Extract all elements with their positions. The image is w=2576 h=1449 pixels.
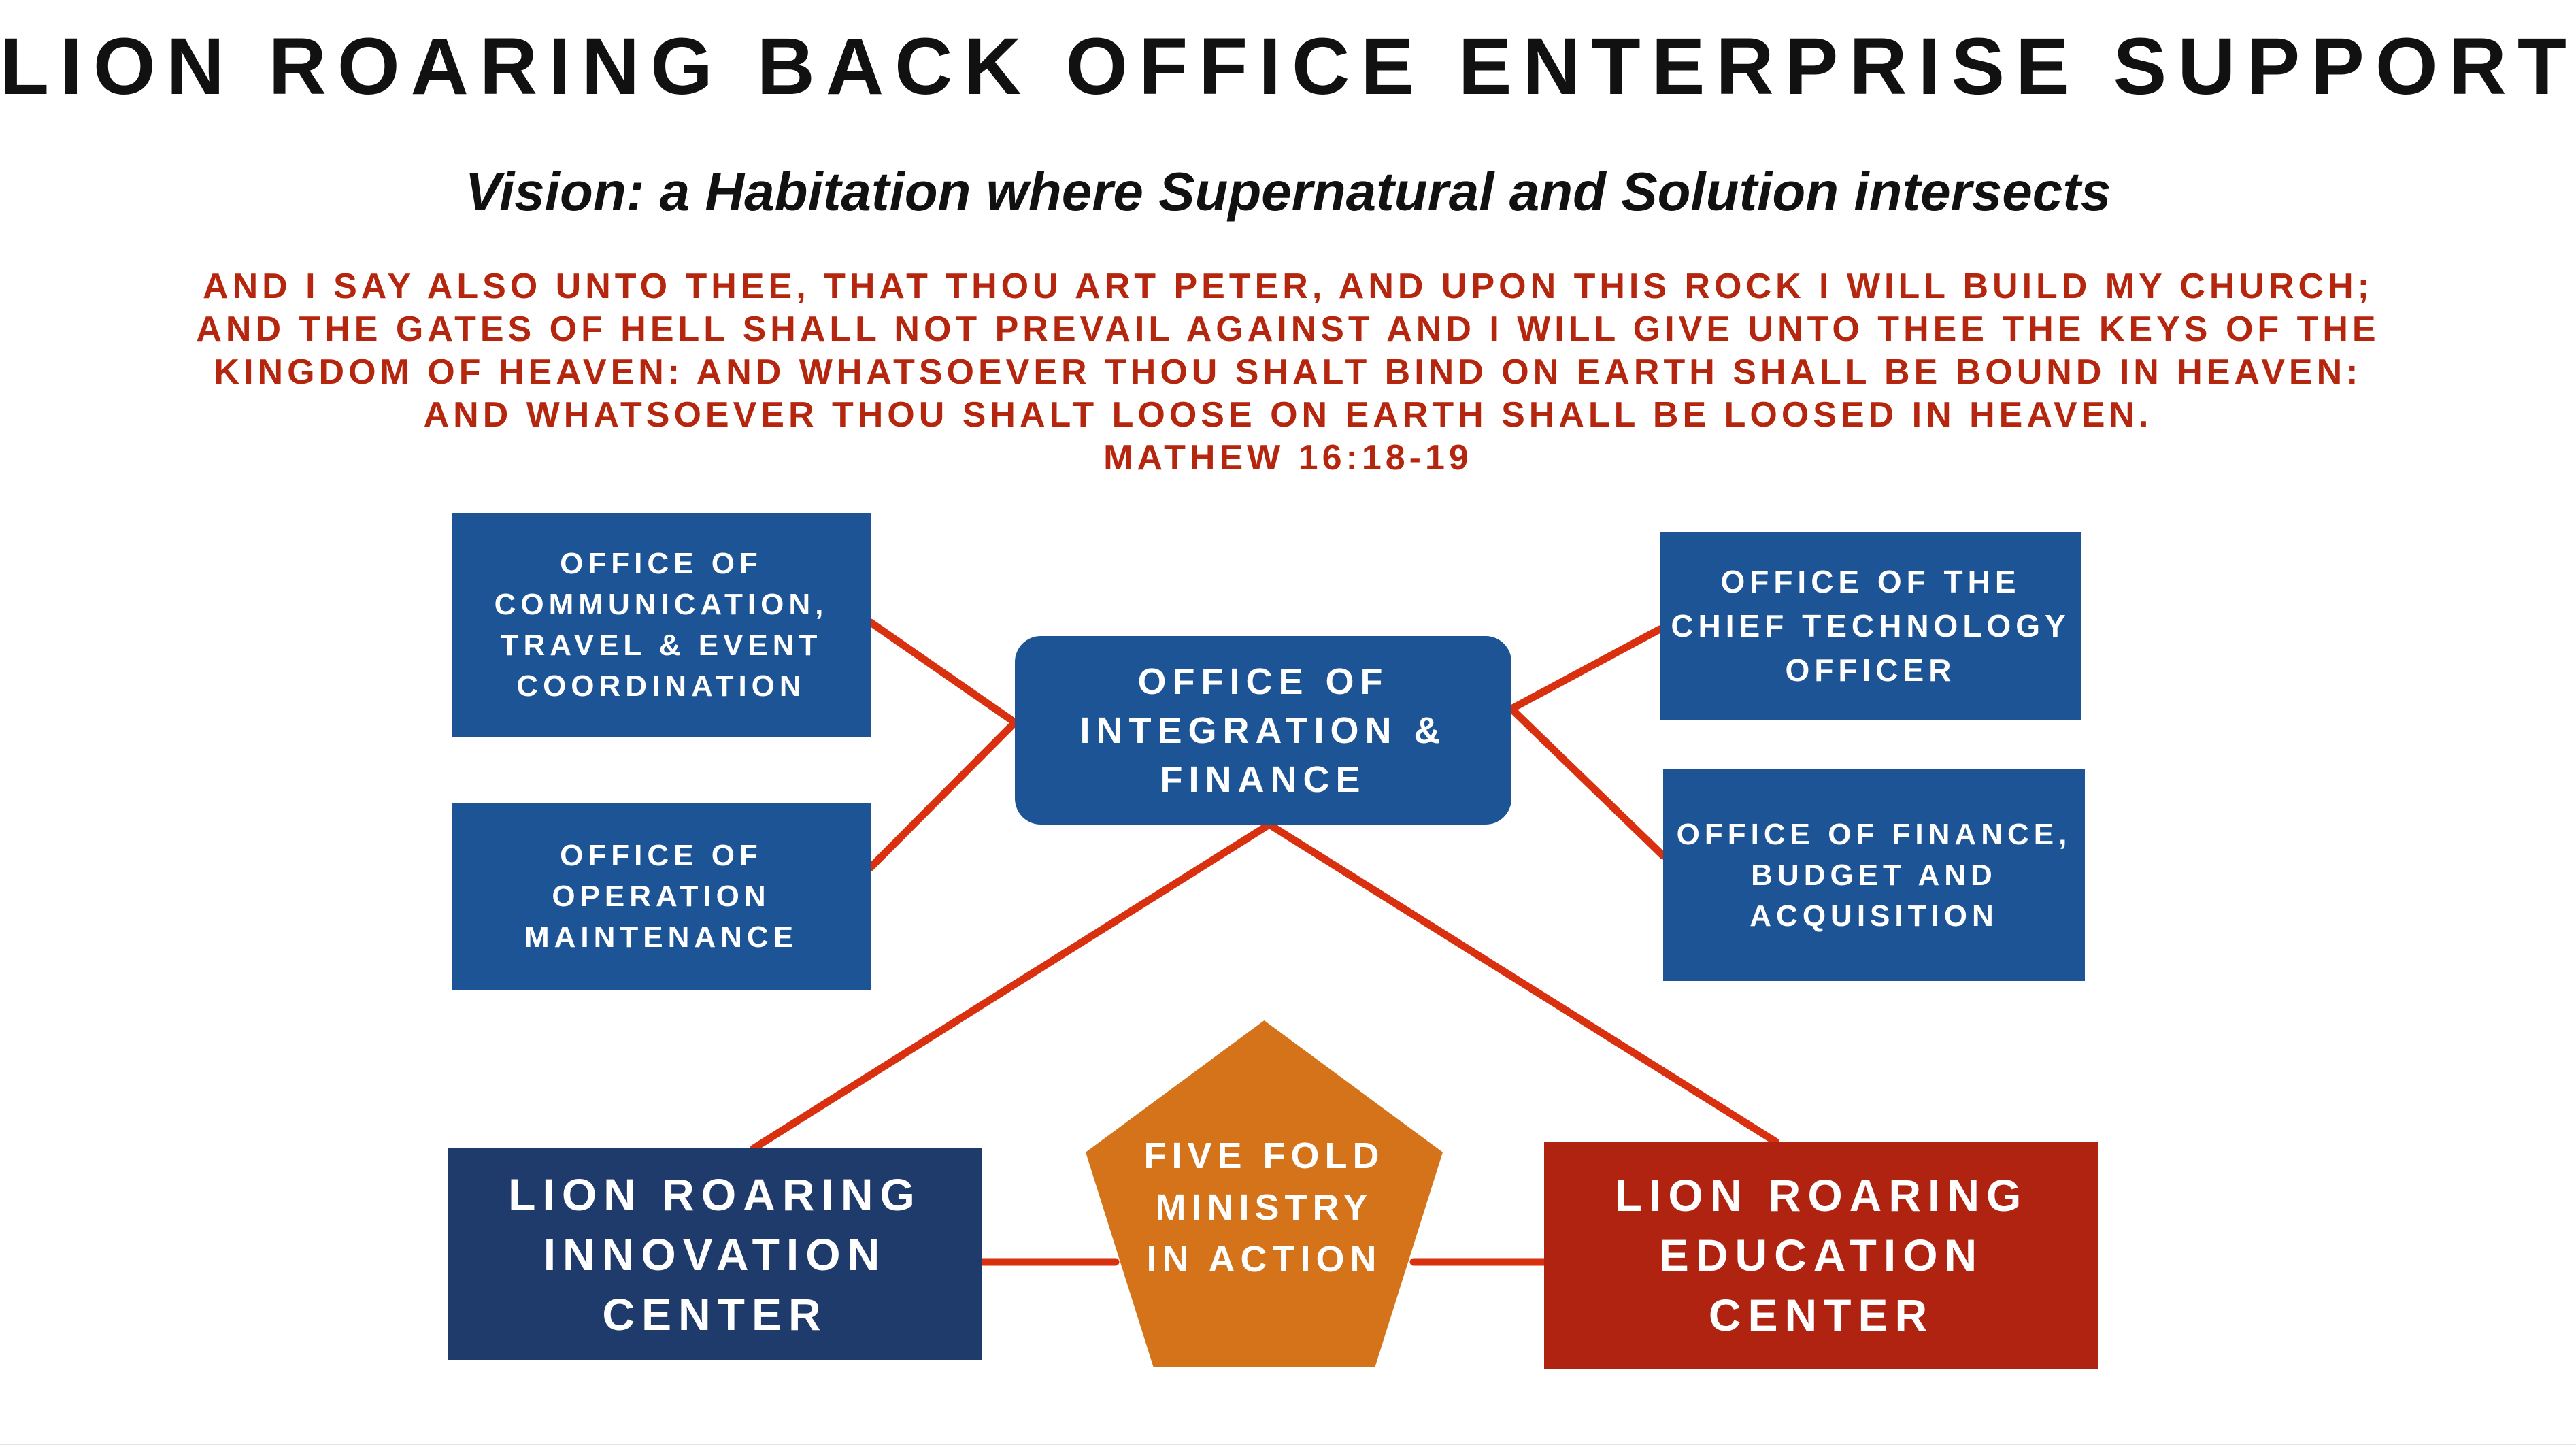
node-label-line: EDUCATION: [1658, 1230, 1984, 1280]
node-label-line: OFFICER: [1785, 652, 1956, 688]
vision-subtitle: Vision: a Habitation where Supernatural …: [465, 161, 2111, 222]
node-label-line: TRAVEL & EVENT: [500, 629, 822, 662]
node-label-line: OFFICE OF: [1137, 661, 1389, 702]
node-label-line: MINISTRY: [1155, 1187, 1373, 1228]
link-integration-cto: [1507, 625, 1664, 713]
node-label-line: COORDINATION: [516, 669, 806, 703]
scripture-line: AND THE GATES OF HELL SHALL NOT PREVAIL …: [196, 310, 2380, 349]
link-integration-innovation: [750, 820, 1273, 1152]
link-integration-education: [1265, 820, 1779, 1146]
office-operation-box: OFFICE OF OPERATION MAINTENANCE: [452, 803, 871, 990]
node-label-line: CENTER: [1708, 1290, 1935, 1340]
node-label-line: IN ACTION: [1146, 1239, 1382, 1280]
node-label-line: LION ROARING: [1614, 1170, 2028, 1220]
office-finance-box: OFFICE OF FINANCE, BUDGET AND ACQUISITIO…: [1663, 769, 2085, 981]
office-communication-box: OFFICE OF COMMUNICATION, TRAVEL & EVENT …: [452, 513, 871, 737]
node-label-line: FINANCE: [1160, 759, 1367, 800]
link-integration-finance: [1507, 705, 1667, 860]
scripture-line: KINGDOM OF HEAVEN: AND WHATSOEVER THOU S…: [214, 352, 2362, 392]
node-label-line: FIVE FOLD: [1143, 1135, 1385, 1176]
scripture-line: AND WHATSOEVER THOU SHALT LOOSE ON EARTH…: [423, 395, 2153, 435]
scripture-reference: MATHEW 16:18-19: [1103, 438, 1473, 478]
scripture-quote: AND I SAY ALSO UNTO THEE, THAT THOU ART …: [0, 265, 2576, 480]
node-label-line: ACQUISITION: [1750, 899, 1998, 933]
link-communication-integration: [867, 618, 1019, 727]
node-label-line: OFFICE OF: [560, 839, 763, 872]
node-label-line: CENTER: [602, 1288, 828, 1339]
scripture-line: AND I SAY ALSO UNTO THEE, THAT THOU ART …: [203, 267, 2373, 306]
innovation-center-box: LION ROARING INNOVATION CENTER: [448, 1148, 982, 1360]
node-label-line: BUDGET AND: [1751, 858, 1997, 892]
page-title: LION ROARING BACK OFFICE ENTERPRISE SUPP…: [0, 22, 2576, 112]
node-label-line: MAINTENANCE: [524, 920, 799, 954]
node-label-line: CHIEF TECHNOLOGY: [1671, 607, 2071, 644]
node-label-line: OFFICE OF THE: [1720, 563, 2021, 599]
node-label-line: OFFICE OF FINANCE,: [1676, 817, 2072, 851]
office-cto-box: OFFICE OF THE CHIEF TECHNOLOGY OFFICER: [1660, 532, 2081, 720]
node-label-line: COMMUNICATION,: [494, 588, 829, 621]
node-label-line: INNOVATION: [543, 1229, 887, 1280]
link-operation-integration: [867, 718, 1019, 871]
node-label-line: OFFICE OF: [560, 547, 763, 580]
footer-divider: [0, 1444, 2576, 1445]
node-label-line: LION ROARING: [508, 1169, 922, 1220]
node-label-line: OPERATION: [552, 880, 771, 913]
node-label-line: INTEGRATION &: [1080, 710, 1447, 751]
office-integration-box: OFFICE OF INTEGRATION & FINANCE: [1015, 636, 1511, 825]
education-center-box: LION ROARING EDUCATION CENTER: [1544, 1142, 2098, 1369]
